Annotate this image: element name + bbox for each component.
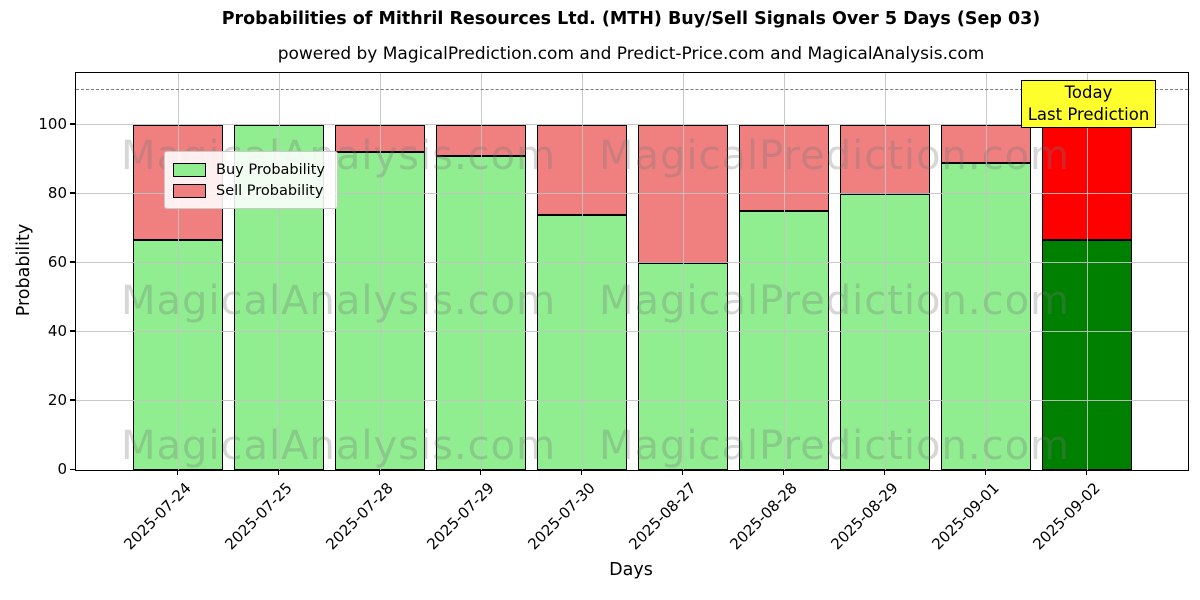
x-tick-label: 2025-08-29 — [827, 479, 902, 554]
y-tick-label: 80 — [47, 183, 67, 202]
v-gridline — [581, 73, 583, 470]
today-annotation-line1: Today — [1064, 83, 1113, 102]
x-tick-label: 2025-07-24 — [120, 479, 195, 554]
legend-item-sell: Sell Probability — [173, 180, 325, 201]
legend-item-buy: Buy Probability — [173, 159, 325, 180]
x-tick-label: 2025-07-28 — [322, 479, 397, 554]
legend-label-buy: Buy Probability — [216, 161, 325, 178]
h-gridline — [76, 262, 1188, 264]
x-tick-label: 2025-09-01 — [928, 479, 1003, 554]
v-gridline — [985, 73, 987, 470]
v-gridline — [682, 73, 684, 470]
x-tick-mark — [883, 470, 885, 475]
watermark-text: MagicalAnalysis.com — [121, 278, 557, 324]
y-tick-mark — [70, 192, 75, 194]
y-tick-label: 0 — [57, 460, 67, 478]
legend-label-sell: Sell Probability — [216, 182, 324, 199]
watermark-text: MagicalAnalysis.com — [121, 423, 557, 469]
x-tick-mark — [580, 470, 582, 475]
y-tick-mark — [70, 261, 75, 263]
y-tick-label: 60 — [47, 252, 67, 271]
y-tick-mark — [70, 399, 75, 401]
h-gridline — [76, 193, 1188, 195]
x-tick-mark — [176, 470, 178, 475]
y-tick-label: 100 — [38, 114, 67, 133]
watermark-text: MagicalPrediction.com — [599, 423, 1070, 469]
x-tick-mark — [681, 470, 683, 475]
x-tick-label: 2025-07-25 — [221, 479, 296, 554]
x-tick-label: 2025-07-29 — [423, 479, 498, 554]
legend: Buy Probability Sell Probability — [164, 151, 338, 209]
v-gridline — [480, 73, 482, 470]
v-gridline — [278, 73, 280, 470]
plot-area: MagicalAnalysis.com MagicalPrediction.com… — [75, 72, 1189, 471]
x-tick-mark — [1085, 470, 1087, 475]
x-tick-label: 2025-08-27 — [625, 479, 700, 554]
y-tick-mark — [70, 468, 75, 470]
v-gridline — [379, 73, 381, 470]
y-tick-mark — [70, 330, 75, 332]
v-gridline — [884, 73, 886, 470]
h-gridline — [76, 400, 1188, 402]
x-tick-mark — [984, 470, 986, 475]
watermark-text: MagicalPrediction.com — [599, 133, 1070, 179]
sell-swatch-icon — [173, 183, 206, 198]
watermark-layer: MagicalAnalysis.com MagicalPrediction.com… — [76, 73, 1188, 470]
x-tick-mark — [479, 470, 481, 475]
y-tick-label: 40 — [47, 321, 67, 340]
today-annotation-line2: Last Prediction — [1027, 105, 1150, 124]
v-gridline — [783, 73, 785, 470]
chart-title: Probabilities of Mithril Resources Ltd. … — [221, 9, 1041, 29]
watermark-text: MagicalPrediction.com — [599, 278, 1070, 324]
v-gridline — [177, 73, 179, 470]
v-gridline — [1086, 73, 1088, 470]
h-gridline — [76, 331, 1188, 333]
x-tick-label: 2025-09-02 — [1029, 479, 1104, 554]
y-tick-mark — [70, 123, 75, 125]
threshold-dashed-line — [76, 89, 1188, 91]
x-axis-label: Days — [609, 560, 653, 580]
y-tick-label: 20 — [47, 390, 67, 409]
x-tick-label: 2025-07-30 — [524, 479, 599, 554]
today-annotation-box: Today Last Prediction — [1021, 80, 1156, 128]
h-gridline — [76, 124, 1188, 126]
buy-swatch-icon — [173, 162, 206, 177]
x-tick-mark — [378, 470, 380, 475]
grid-layer — [76, 73, 1188, 470]
x-tick-mark — [277, 470, 279, 475]
x-tick-mark — [782, 470, 784, 475]
x-tick-label: 2025-08-28 — [726, 479, 801, 554]
chart-subtitle: powered by MagicalPrediction.com and Pre… — [277, 44, 985, 64]
